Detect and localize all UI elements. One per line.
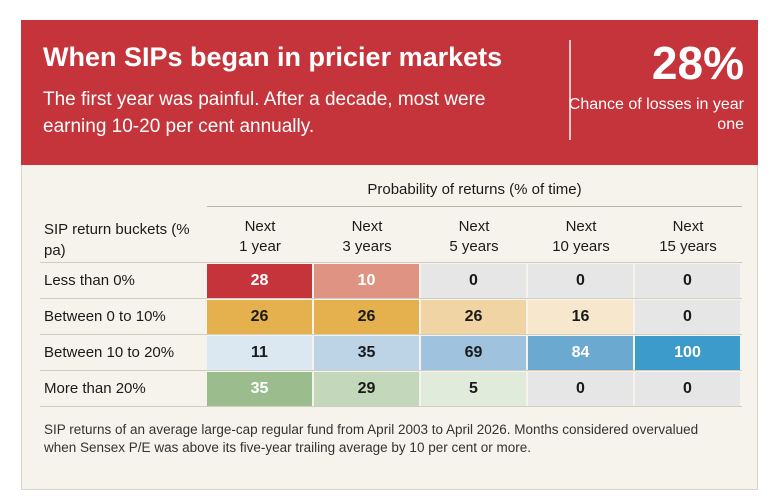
row-label: More than 20% [44,380,146,397]
footnote: SIP returns of an average large-cap regu… [44,422,699,455]
header-banner: When SIPs began in pricier markets The f… [21,20,758,165]
column-header-line1: Next [672,218,704,235]
heatmap-cell: 28 [207,264,312,298]
column-header: Next 10 years [528,217,634,257]
probability-title: Probability of returns (% of time) [367,181,582,198]
header-divider [569,40,571,140]
column-header-line1: Next [351,218,383,235]
stat-value: 28% [651,37,744,89]
chart-subtitle: The first year was painful. After a deca… [43,89,486,137]
heatmap-cell: 0 [421,264,526,298]
heatmap-cell: 10 [314,264,419,298]
heatmap-cell: 16 [528,300,633,334]
probability-rule [207,206,742,207]
heatmap-cell: 100 [635,336,740,370]
chart-title: When SIPs began in pricier markets [43,42,503,72]
column-header-line2: 10 years [552,238,610,255]
row-divider [40,298,742,299]
row-divider [40,406,742,407]
row-label: Less than 0% [44,272,135,289]
column-header: Next 5 years [421,217,527,257]
heatmap-cell: 0 [528,264,633,298]
heatmap-cell: 0 [635,300,740,334]
column-header-line1: Next [565,218,597,235]
column-header-line2: 1 year [239,238,281,255]
column-header-line2: 15 years [659,238,717,255]
column-header: Next 1 year [207,217,313,257]
column-header: Next 3 years [314,217,420,257]
heatmap-cell: 26 [207,300,312,334]
heatmap-cell: 26 [314,300,419,334]
row-divider [40,334,742,335]
column-header-line1: Next [244,218,276,235]
heatmap-cell: 11 [207,336,312,370]
heatmap-cell: 69 [421,336,526,370]
row-divider [40,262,742,263]
column-header-line1: Next [458,218,490,235]
heatmap-cell: 26 [421,300,526,334]
row-header: SIP return buckets (% pa) [44,221,190,259]
heatmap-cell: 35 [314,336,419,370]
column-header-line2: 3 years [342,238,392,255]
heatmap-cell: 5 [421,372,526,406]
heatmap-cell: 35 [207,372,312,406]
column-header: Next 15 years [635,217,741,257]
heatmap-cell: 29 [314,372,419,406]
row-label: Between 0 to 10% [44,308,166,325]
heatmap-cell: 0 [635,372,740,406]
heatmap-cell: 0 [635,264,740,298]
heatmap-cell: 0 [528,372,633,406]
stat-label: Chance of losses in year one [568,96,744,133]
row-label: Between 10 to 20% [44,344,175,361]
heatmap-cell: 84 [528,336,633,370]
row-divider [40,370,742,371]
column-header-line2: 5 years [449,238,499,255]
